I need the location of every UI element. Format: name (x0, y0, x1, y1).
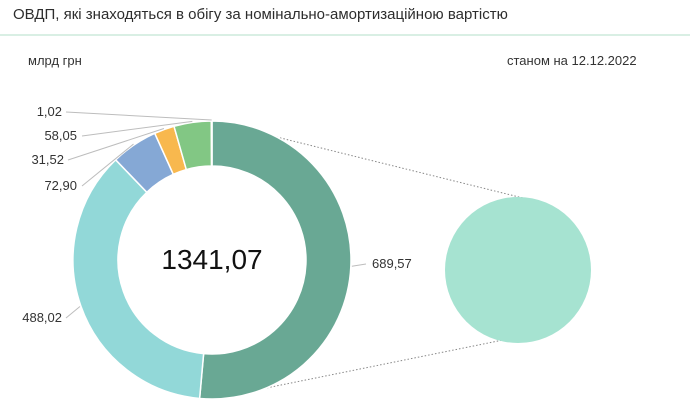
donut-slice (72, 158, 205, 400)
label-leader-line (65, 306, 81, 319)
unit-label: млрд грн (28, 53, 82, 68)
label-leader-line (81, 120, 193, 137)
slice-labels: 689,57 488,02 72,90 31,52 58,05 1,02 (22, 104, 412, 325)
label-leader-line (67, 128, 165, 161)
chart-header: ОВДП, які знаходяться в обігу за номінал… (0, 0, 690, 36)
slice-label: 58,05 (44, 128, 77, 143)
date-note: станом на 12.12.2022 (507, 53, 637, 68)
label-leader-line (81, 143, 134, 187)
label-leaders (65, 111, 367, 319)
slice-label: 1,02 (37, 104, 62, 119)
slice-label: 488,02 (22, 310, 62, 325)
slice-label: 31,52 (31, 152, 64, 167)
total-value: 1341,07 (161, 244, 262, 275)
slice-label: 72,90 (44, 178, 77, 193)
donut-slice (198, 120, 352, 400)
detail-circle (445, 197, 591, 343)
donut-slice (210, 120, 213, 167)
slice-label: 689,57 (372, 256, 412, 271)
label-leader-line (351, 263, 367, 267)
donut-slices (72, 120, 352, 400)
chart-title: ОВДП, які знаходяться в обігу за номінал… (13, 6, 508, 23)
label-leader-line (65, 111, 212, 121)
